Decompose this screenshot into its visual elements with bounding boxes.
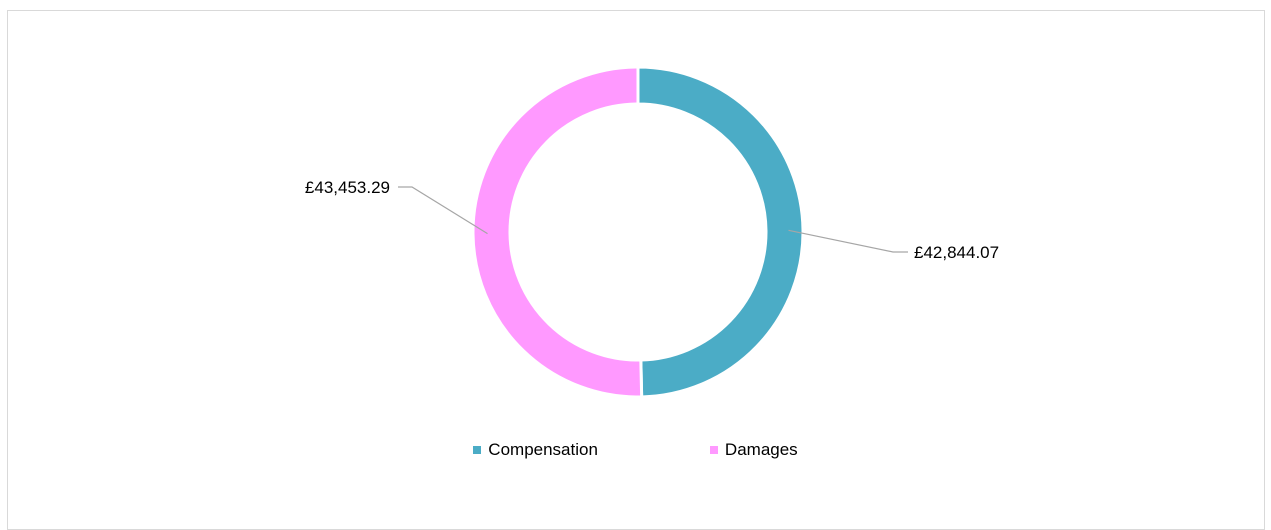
doughnut-slices [471, 65, 805, 399]
legend-swatch-damages [709, 446, 718, 454]
legend-item-compensation: Compensation [473, 440, 598, 460]
slice-compensation [636, 65, 805, 399]
data-labels: £42,844.07 £43,453.29 [305, 178, 999, 262]
legend-label-damages: Damages [724, 440, 798, 459]
leader-lines [398, 186, 908, 253]
data-label-damages: £43,453.29 [305, 178, 390, 197]
legend-label-compensation: Compensation [488, 440, 598, 459]
data-label-compensation: £42,844.07 [914, 243, 999, 262]
leader-line-compensation [788, 229, 908, 253]
slice-damages [471, 65, 644, 399]
legend: Compensation Damages [0, 440, 1271, 460]
leader-line-damages [398, 186, 488, 235]
doughnut-chart: £42,844.07 £43,453.29 [305, 65, 999, 399]
legend-item-damages: Damages [709, 440, 798, 460]
legend-swatch-compensation [473, 446, 482, 454]
